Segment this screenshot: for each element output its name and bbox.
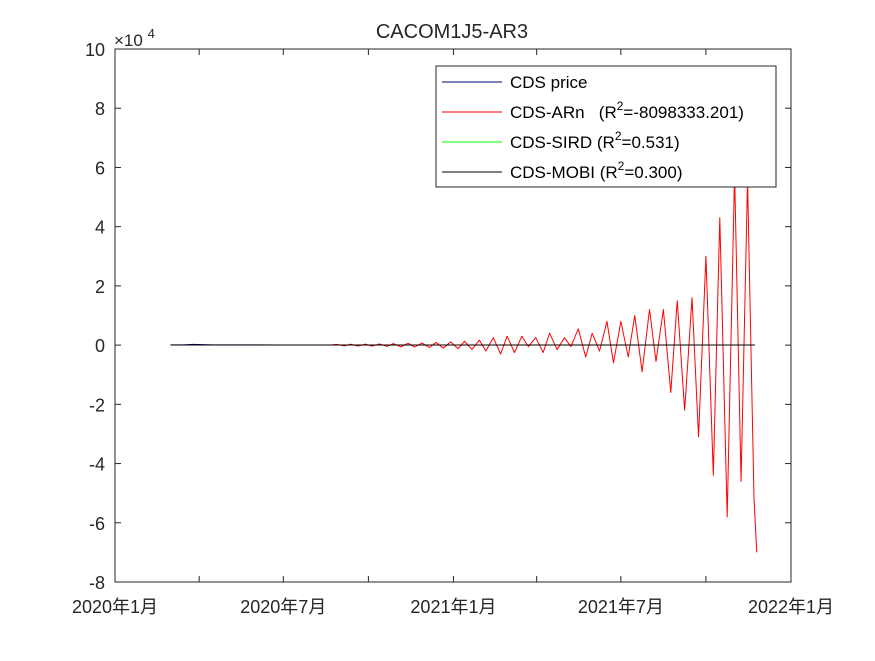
legend-label: CDS-MOBI (R [510, 163, 618, 182]
y-tick-label: -4 [89, 455, 105, 475]
y-tick-label: -6 [89, 514, 105, 534]
y-tick-label: 0 [95, 336, 105, 356]
y-tick-label: 2 [95, 277, 105, 297]
y-exponent: ×10 4 [114, 26, 155, 50]
y-tick-label: 10 [85, 40, 105, 60]
legend-suffix: =-8098333.201) [623, 103, 744, 122]
legend-label: CDS-SIRD (R [510, 133, 615, 152]
svg-text:×10 4: ×10 4 [114, 26, 155, 50]
x-tick-label: 2020年7月 [240, 597, 326, 617]
legend-suffix: =0.300) [624, 163, 682, 182]
y-exponent-base: ×10 [114, 31, 143, 50]
chart-title: CACOM1J5-AR3 [376, 21, 528, 43]
y-tick-label: 8 [95, 99, 105, 119]
y-tick-label: 4 [95, 218, 105, 238]
x-tick-label: 2021年1月 [410, 597, 496, 617]
x-tick-label: 2020年1月 [72, 597, 158, 617]
legend-entry-2: CDS-ARn (R2=-8098333.201) [510, 99, 744, 122]
y-exponent-power: 4 [148, 26, 155, 41]
y-tick-label: -2 [89, 395, 105, 415]
x-tick-label: 2021年7月 [578, 597, 664, 617]
y-tick-label: -8 [89, 573, 105, 593]
legend-entry-4: CDS-MOBI (R2=0.300) [510, 159, 683, 182]
x-tick-label: 2022年1月 [748, 597, 834, 617]
legend-label: CDS-ARn (R [510, 103, 617, 122]
legend-entry-3: CDS-SIRD (R2=0.531) [510, 129, 680, 152]
legend: CDS price CDS-ARn (R2=-8098333.201) CDS-SI… [436, 66, 776, 187]
legend-suffix: =0.531) [622, 133, 680, 152]
legend-entry-1: CDS price [510, 73, 587, 92]
y-tick-label: 6 [95, 158, 105, 178]
legend-label: CDS price [510, 73, 587, 92]
